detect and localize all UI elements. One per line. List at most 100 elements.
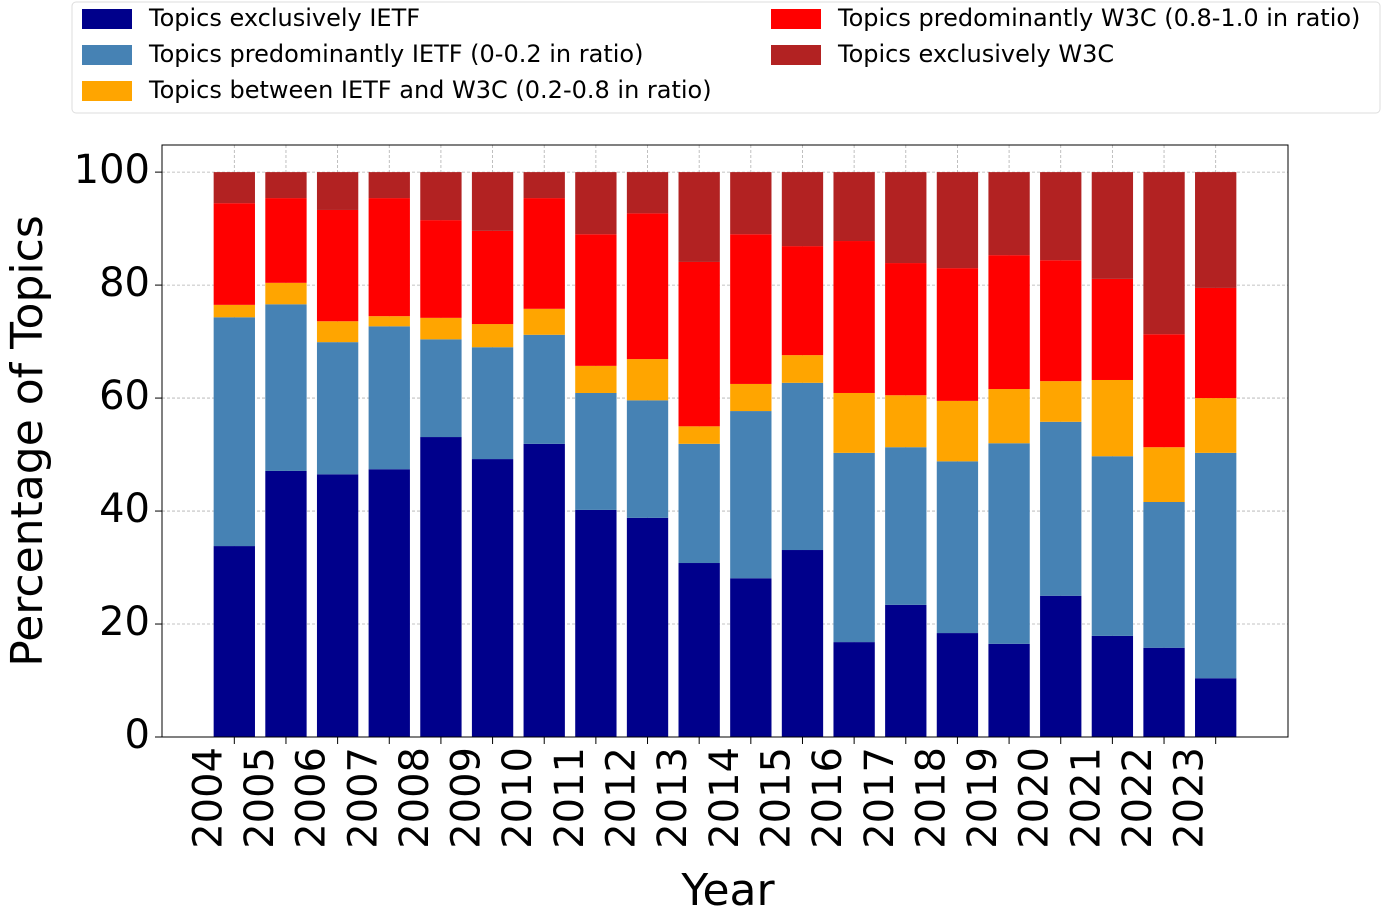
bar-segment bbox=[471, 230, 514, 325]
bar-segment bbox=[265, 172, 307, 199]
bar-segment bbox=[781, 355, 824, 383]
legend-swatch bbox=[82, 81, 132, 101]
bar-segment bbox=[368, 172, 410, 199]
legend-label: Topics between IETF and W3C (0.2-0.8 in … bbox=[148, 76, 712, 104]
bar-segment bbox=[265, 470, 307, 737]
bar-segment bbox=[471, 459, 514, 737]
bar-segment bbox=[1040, 421, 1082, 596]
x-tick-label: 2016 bbox=[805, 747, 851, 849]
bar-segment bbox=[730, 172, 772, 235]
bar-segment bbox=[420, 220, 462, 318]
x-tick-label: 2022 bbox=[1115, 747, 1161, 849]
bar-segment bbox=[368, 198, 410, 317]
bar-segment bbox=[1143, 447, 1185, 503]
bar-segment bbox=[523, 308, 565, 335]
bar-segment bbox=[575, 234, 617, 366]
bar-segment bbox=[1143, 334, 1185, 448]
bar-segment bbox=[781, 246, 824, 356]
bar-segment bbox=[678, 426, 720, 444]
x-tick-label: 2008 bbox=[392, 747, 438, 849]
bar-segment bbox=[265, 282, 307, 305]
plot-frame bbox=[161, 144, 1289, 738]
bar-segment bbox=[988, 172, 1030, 256]
x-tick-label: 2021 bbox=[1063, 747, 1109, 849]
bar-segment bbox=[1143, 647, 1185, 737]
bar-segment bbox=[575, 509, 617, 737]
bar-segment bbox=[1091, 172, 1134, 279]
bar-segment bbox=[678, 563, 720, 737]
bar-segment bbox=[471, 347, 514, 460]
bar-segment bbox=[265, 304, 307, 471]
bar-segment bbox=[936, 461, 979, 634]
legend-swatch bbox=[771, 9, 821, 29]
bar-segment bbox=[316, 172, 359, 210]
legend-swatch bbox=[82, 45, 132, 65]
bar-segment bbox=[471, 324, 514, 348]
bar-segment bbox=[936, 633, 979, 737]
x-tick-label: 2018 bbox=[908, 747, 954, 849]
bar-segment bbox=[885, 172, 927, 264]
bar-segment bbox=[626, 517, 669, 737]
bar-segment bbox=[988, 643, 1030, 737]
bar-segment bbox=[833, 642, 875, 737]
bar-segment bbox=[213, 304, 255, 318]
x-tick-label: 2014 bbox=[702, 747, 748, 849]
bar-segment bbox=[368, 469, 410, 737]
x-tick-label: 2015 bbox=[753, 747, 799, 849]
bar-segment bbox=[523, 443, 565, 737]
bar-segment bbox=[316, 474, 359, 737]
x-tick-label: 2017 bbox=[857, 747, 903, 849]
bar-segment bbox=[678, 172, 720, 262]
legend-swatch bbox=[771, 45, 821, 65]
y-tick-label: 80 bbox=[99, 260, 150, 306]
bar-segment bbox=[316, 209, 359, 322]
bar-segment bbox=[575, 365, 617, 393]
y-tick-label: 20 bbox=[99, 599, 150, 645]
bar-segment bbox=[781, 172, 824, 247]
bar-segment bbox=[1040, 595, 1082, 737]
legend-swatch bbox=[82, 9, 132, 29]
bar-segment bbox=[626, 213, 669, 360]
bar-segment bbox=[1195, 398, 1237, 453]
bar-segment bbox=[936, 400, 979, 462]
bar-segment bbox=[678, 261, 720, 427]
x-tick-label: 2019 bbox=[960, 747, 1006, 849]
x-tick-label: 2010 bbox=[495, 747, 541, 849]
bar-segment bbox=[523, 198, 565, 309]
bar-segment bbox=[626, 400, 669, 518]
bar-segment bbox=[1091, 379, 1134, 457]
legend-label: Topics predominantly IETF (0-0.2 in rati… bbox=[148, 40, 643, 68]
bar-segment bbox=[1195, 452, 1237, 679]
bar-segment bbox=[1091, 278, 1134, 380]
bar-segment bbox=[885, 604, 927, 737]
bar-segment bbox=[1195, 287, 1237, 399]
bar-segment bbox=[368, 326, 410, 470]
legend-label: Topics exclusively W3C bbox=[837, 40, 1114, 68]
x-axis-label: Year bbox=[680, 865, 775, 916]
bar-segment bbox=[420, 172, 462, 221]
bar-segment bbox=[1091, 456, 1134, 636]
y-axis-label: Percentage of Topics bbox=[2, 215, 53, 667]
x-tick-label: 2004 bbox=[185, 747, 231, 849]
bar-segment bbox=[833, 452, 875, 643]
x-tick-label: 2013 bbox=[650, 747, 696, 849]
bar-segment bbox=[781, 550, 824, 737]
bar-segment bbox=[885, 263, 927, 396]
bar-segment bbox=[420, 317, 462, 340]
bar-segment bbox=[833, 172, 875, 242]
bar-segment bbox=[626, 172, 669, 214]
bar-segment bbox=[575, 172, 617, 235]
bar-segment bbox=[885, 447, 927, 605]
x-tick-label: 2011 bbox=[547, 747, 593, 849]
x-tick-label: 2005 bbox=[237, 747, 283, 849]
bar-segment bbox=[833, 241, 875, 393]
bar-segment bbox=[316, 342, 359, 475]
bar-segment bbox=[781, 382, 824, 551]
bar-segment bbox=[213, 203, 255, 305]
bar-segment bbox=[471, 172, 514, 231]
bar-segment bbox=[730, 383, 772, 412]
bar-segment bbox=[368, 316, 410, 327]
y-tick-label: 0 bbox=[125, 712, 150, 758]
bar-segment bbox=[730, 578, 772, 737]
x-tick-label: 2007 bbox=[340, 747, 386, 849]
